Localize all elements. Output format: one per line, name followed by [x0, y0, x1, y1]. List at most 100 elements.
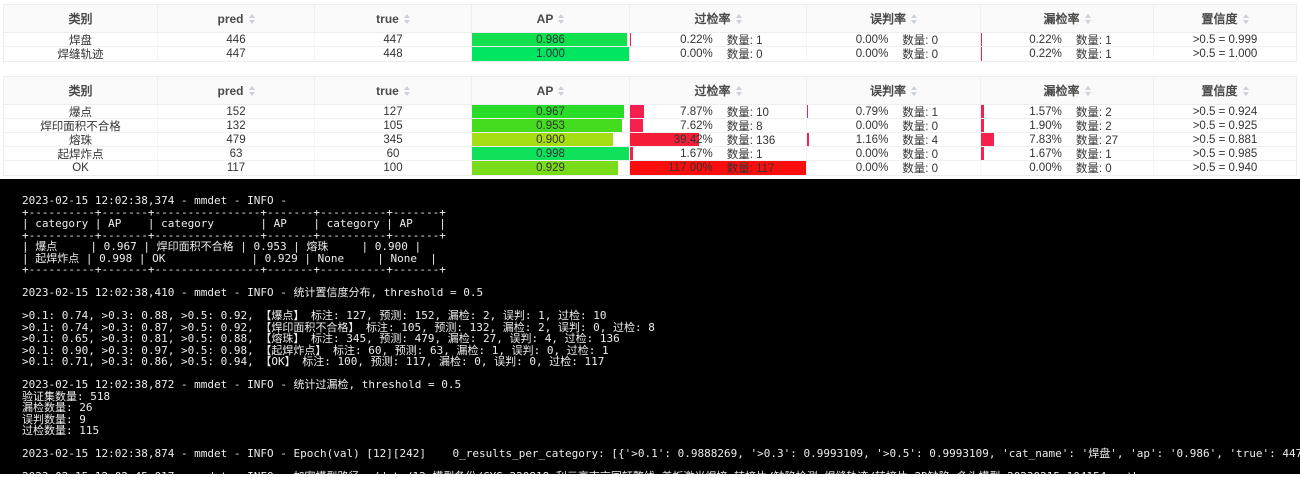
sort-down-icon [1242, 19, 1249, 24]
pred-value: 152 [226, 105, 246, 118]
column-header-label: true [376, 11, 399, 26]
cell-true: 447 [315, 33, 472, 46]
column-header-conf[interactable]: 置信度 [1154, 5, 1296, 32]
rate-percent: 1.57% [1029, 105, 1062, 118]
column-header-lou[interactable]: 漏检率 [981, 5, 1154, 32]
rate-percent: 0.79% [855, 105, 889, 118]
pred-value: 63 [229, 147, 243, 160]
sort-up-icon [248, 85, 255, 90]
sort-icon [248, 13, 255, 24]
rate-percent: 1.67% [680, 147, 713, 160]
column-header-label: 误判率 [869, 84, 906, 98]
tables-area: 类别 pred true AP 过检率 误判率 漏检率 置信度 焊盘 446 447 0.986 0.2… [0, 0, 1300, 176]
log-line: >0.1: 0.74, >0.3: 0.88, >0.5: 0.92, 【爆点】… [22, 309, 607, 322]
ap-bar [472, 105, 624, 118]
sort-up-icon [911, 85, 917, 90]
category-label: 熔珠 [69, 134, 92, 147]
column-header-ap[interactable]: AP [472, 77, 630, 104]
cell-over-rate: 7.62% 数量: 8 [630, 119, 807, 132]
rate-bar [981, 147, 984, 160]
log-console[interactable]: 2023-02-15 12:02:38,374 - mmdet - INFO -… [0, 179, 1300, 474]
sort-icon [911, 85, 917, 96]
category-label: OK [72, 162, 89, 174]
rate-count: 数量: 0 [902, 148, 939, 161]
ap-value: 0.900 [536, 133, 565, 146]
rate-percent: 0.00% [855, 162, 889, 174]
log-line: 2023-02-15 12:02:45,017 - mmdet - INFO -… [22, 471, 1300, 474]
pred-value: 447 [226, 48, 246, 60]
sort-icon [558, 13, 565, 24]
column-header-true[interactable]: true [315, 77, 472, 104]
sort-down-icon [1084, 19, 1091, 24]
sort-up-icon [248, 13, 255, 18]
cell-over-rate: 1.67% 数量: 1 [630, 147, 807, 160]
cell-miss-rate: 1.90% 数量: 2 [981, 119, 1154, 132]
sort-up-icon [403, 13, 410, 18]
column-header-label: 误判率 [869, 12, 906, 26]
sort-up-icon [558, 85, 565, 90]
column-header-over[interactable]: 过检率 [630, 77, 807, 104]
rate-percent: 7.87% [680, 105, 713, 118]
cell-miss-rate: 1.57% 数量: 2 [981, 105, 1154, 118]
rate-count: 数量: 1 [902, 106, 939, 119]
table-row: 起焊炸点 63 60 0.998 1.67% 数量: 1 0.00% 数量: 0 1.67% 数量… [4, 147, 1296, 161]
sort-icon [1242, 13, 1249, 24]
log-line: 验证集数量: 518 [22, 389, 111, 403]
column-header-pred[interactable]: pred [158, 77, 315, 104]
rate-bar [630, 105, 644, 118]
cell-false-rate: 0.00% 数量: 0 [807, 161, 981, 175]
column-header-pred[interactable]: pred [158, 5, 315, 32]
rate-percent: 0.00% [855, 119, 889, 132]
rate-percent: 0.00% [680, 48, 713, 60]
column-header-conf[interactable]: 置信度 [1154, 77, 1296, 104]
cell-pred: 479 [158, 133, 315, 146]
sort-icon [403, 13, 410, 24]
cell-over-rate: 7.87% 数量: 10 [630, 105, 807, 118]
log-line: +----------+-------+----------------+---… [22, 205, 446, 219]
column-header-over[interactable]: 过检率 [630, 5, 807, 32]
category-label: 焊印面积不合格 [40, 120, 121, 133]
column-header-wu[interactable]: 误判率 [807, 77, 981, 104]
rate-percent: 7.83% [1029, 133, 1062, 146]
rate-count: 数量: 1 [1075, 34, 1112, 47]
column-header-ap[interactable]: AP [472, 5, 630, 32]
log-line: +----------+-------+----------------+---… [22, 263, 446, 276]
rate-percent: 117.00% [668, 162, 713, 174]
cell-miss-rate: 7.83% 数量: 27 [981, 133, 1154, 146]
category-label: 起焊炸点 [57, 148, 104, 161]
sort-icon [1242, 85, 1249, 96]
rate-bar [630, 133, 700, 146]
rate-percent: 0.22% [680, 33, 713, 46]
rate-count: 数量: 0 [902, 163, 939, 175]
cell-miss-rate: 1.67% 数量: 1 [981, 147, 1154, 160]
table-row: 焊盘 446 447 0.986 0.22% 数量: 1 0.00% 数量: 0 0.22% 数量… [4, 33, 1296, 47]
rate-bar [807, 133, 809, 146]
sort-icon [248, 85, 255, 96]
pred-value: 446 [226, 33, 246, 46]
cell-confidence: >0.5 = 0.999 [1154, 33, 1296, 46]
sort-icon [403, 85, 410, 96]
cell-true: 100 [315, 161, 472, 175]
true-value: 100 [383, 162, 403, 174]
rate-percent: 7.62% [680, 119, 713, 132]
sort-up-icon [735, 13, 742, 18]
sort-icon [1084, 13, 1091, 24]
column-header-label: 置信度 [1201, 84, 1238, 98]
cell-true: 345 [315, 133, 472, 146]
column-header-true[interactable]: true [315, 5, 472, 32]
sort-down-icon [403, 19, 410, 24]
rate-percent: 1.67% [1029, 147, 1062, 160]
column-header-label: 过检率 [694, 12, 731, 26]
cell-pred: 132 [158, 119, 315, 132]
rate-count: 数量: 0 [902, 34, 939, 47]
table-header-row: 类别 pred true AP 过检率 误判率 漏检率 置信度 [4, 5, 1296, 33]
table-row: OK 117 100 0.929 117.00% 数量: 117 0.00% 数量: 0 0.0… [4, 161, 1296, 175]
pred-value: 132 [226, 119, 246, 132]
cell-confidence: >0.5 = 0.985 [1154, 147, 1296, 160]
cell-false-rate: 0.00% 数量: 0 [807, 147, 981, 160]
column-header-lou[interactable]: 漏检率 [981, 77, 1154, 104]
sort-down-icon [735, 19, 742, 24]
cell-ap: 0.998 [472, 147, 630, 160]
rate-percent: 39.42% [673, 133, 713, 146]
column-header-wu[interactable]: 误判率 [807, 5, 981, 32]
